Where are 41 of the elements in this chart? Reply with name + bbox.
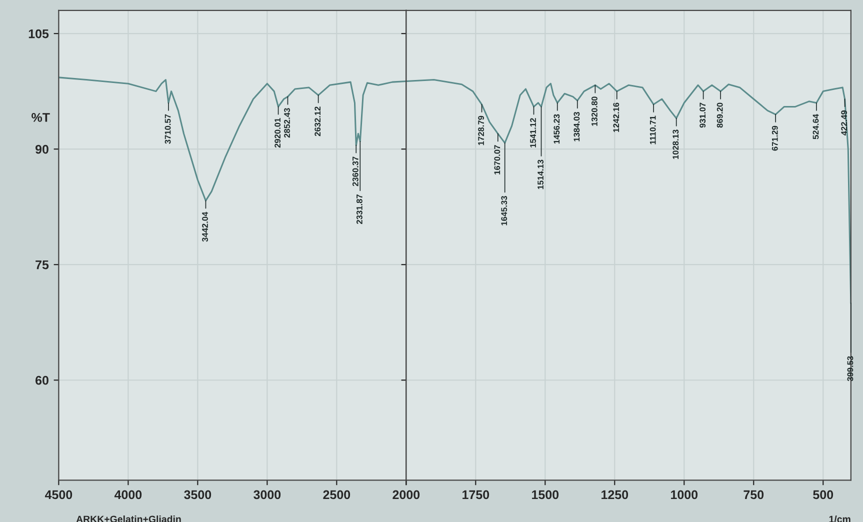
x-tick-label: 4000: [114, 490, 142, 500]
x-tick-label: 1250: [602, 490, 628, 500]
annotation: 1514.13: [538, 160, 544, 190]
annotation: 3710.57: [164, 114, 171, 144]
annotation: 422.49: [841, 110, 848, 136]
annotation: 1028.13: [672, 130, 679, 159]
annotation: 1541.12: [530, 118, 536, 148]
annotation: 1670.07: [494, 145, 500, 174]
annotation: 1110.71: [650, 116, 656, 144]
y-tick-label: 60: [36, 376, 48, 385]
y-tick-label: 105: [28, 29, 49, 38]
annotation: 671.29: [772, 126, 778, 151]
annotation: 1242.16: [613, 102, 620, 132]
annotation: 869.20: [716, 102, 723, 128]
annotation: 2632.12: [314, 106, 321, 136]
annotation: 3442.04: [202, 212, 208, 242]
x-tick-label: 2500: [323, 490, 350, 500]
x-tick-label: 2000: [392, 490, 420, 500]
annotation: 1728.79: [478, 116, 484, 146]
annotation: 524.64: [812, 114, 819, 140]
x-tick-label: 500: [813, 490, 834, 500]
annotation: 1645.33: [501, 196, 508, 226]
x-tick-label: 3500: [184, 490, 212, 500]
x-tick-label: 750: [744, 490, 764, 500]
annotation: 1320.80: [592, 96, 598, 126]
annotation: 2852.43: [284, 108, 290, 138]
x-tick-label: 4500: [44, 490, 72, 500]
annotation: 931.07: [700, 102, 706, 128]
x-tick-label: 1000: [671, 490, 698, 500]
annotation: 2360.37: [352, 156, 358, 186]
x-tick-label: 1750: [462, 490, 490, 500]
annotation: 2920.01: [274, 118, 281, 148]
y-tick-label: 90: [35, 144, 48, 154]
annotation: 1456.23: [554, 114, 560, 144]
annotation: 399.53: [847, 356, 854, 382]
x-tick-label: 1500: [532, 490, 559, 500]
annotation: 1384.03: [574, 112, 580, 142]
y-axis-title: %T: [32, 113, 50, 122]
y-tick-label: 75: [36, 260, 49, 270]
annotation: 2331.87: [356, 194, 362, 224]
x-tick-label: 3000: [254, 490, 281, 500]
